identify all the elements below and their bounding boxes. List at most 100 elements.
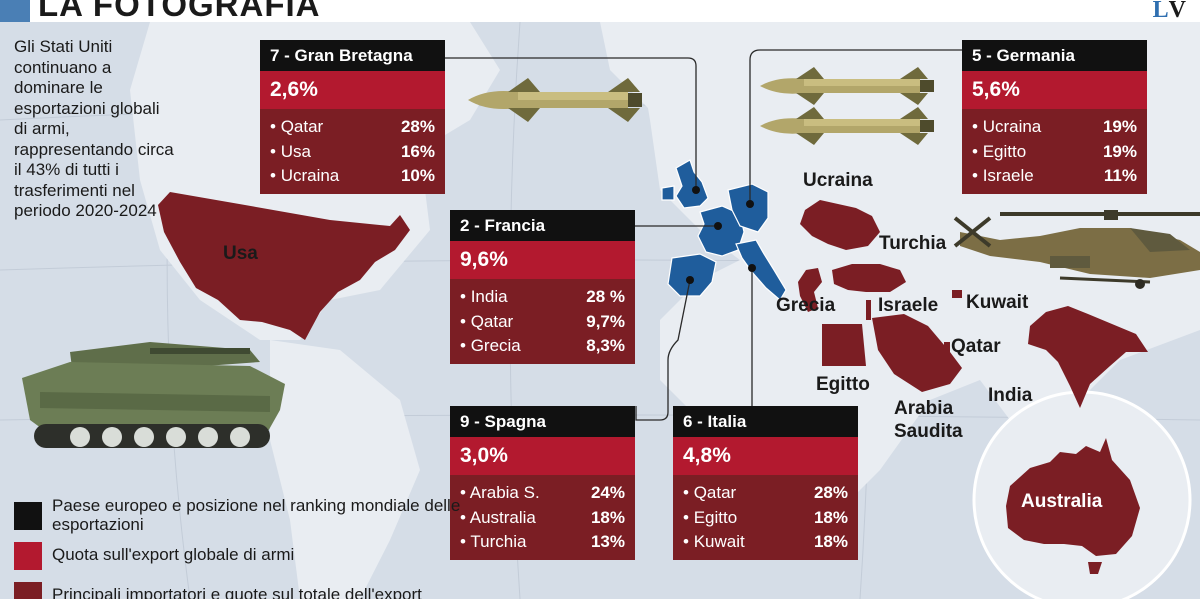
list-item: India 28 %	[460, 285, 625, 310]
card-share-value: 2,6%	[260, 71, 445, 109]
card-rank-header: 9 - Spagna	[450, 406, 635, 437]
importer-name: Qatar	[683, 481, 737, 506]
card-importer-list: Qatar 28% Egitto 18% Kuwait 18%	[673, 475, 858, 560]
importer-share: 8,3%	[586, 336, 625, 355]
list-item: Usa 16%	[270, 140, 435, 165]
label-australia: Australia	[1021, 491, 1103, 512]
importer-name: Turchia	[460, 530, 526, 555]
card-spagna: 9 - Spagna 3,0% Arabia S. 24% Australia 18…	[450, 406, 635, 560]
importer-name: Qatar	[460, 310, 514, 335]
header-bar: LA FOTOGRAFIA LV	[0, 0, 1200, 22]
page-title: LA FOTOGRAFIA	[38, 0, 321, 22]
label-turchia: Turchia	[879, 233, 947, 254]
legend-text-importers: Principali importatori e quote sul total…	[52, 585, 422, 599]
legend-swatch-maroon	[14, 582, 42, 599]
importer-share: 19%	[1102, 141, 1137, 161]
importer-share: 18%	[813, 532, 848, 551]
importer-name: Egitto	[972, 140, 1026, 165]
list-item: Qatar 28%	[270, 115, 435, 140]
importer-share: 10%	[400, 166, 435, 185]
exporter-countries	[661, 159, 787, 301]
importer-countries	[158, 192, 1148, 574]
card-share-value: 9,6%	[450, 241, 635, 279]
legend-row-share: Quota sull'export globale di armi	[14, 536, 494, 576]
importer-name: Australia	[460, 506, 536, 531]
card-share-value: 5,6%	[962, 71, 1147, 109]
leader-lines	[440, 49, 962, 421]
label-ucraina: Ucraina	[803, 170, 873, 191]
card-importer-list: Qatar 28% Usa 16% Ucraina 10%	[260, 109, 445, 194]
label-qatar: Qatar	[951, 336, 1001, 357]
logo-letter-l: L	[1152, 0, 1169, 22]
list-item: Qatar 28%	[683, 481, 848, 506]
list-item: Qatar 9,7%	[460, 310, 625, 335]
card-importer-list: Arabia S. 24% Australia 18% Turchia 13%	[450, 475, 635, 560]
header-accent	[0, 0, 30, 22]
label-usa: Usa	[223, 243, 258, 264]
importer-name: Arabia S.	[460, 481, 540, 506]
missile-icon	[468, 78, 642, 122]
label-india: India	[988, 385, 1033, 406]
legend-text-rank: Paese europeo e posizione nel ranking mo…	[52, 496, 461, 534]
list-item: Arabia S. 24%	[460, 481, 625, 506]
importer-share: 9,7%	[586, 311, 625, 331]
list-item: Egitto 19%	[972, 140, 1137, 165]
legend-row-rank: Paese europeo e posizione nel ranking mo…	[14, 496, 494, 536]
importer-name: Usa	[270, 140, 311, 165]
card-rank-header: 6 - Italia	[673, 406, 858, 437]
legend-row-importers: Principali importatori e quote sul total…	[14, 576, 494, 599]
list-item: Kuwait 18%	[683, 530, 848, 555]
importer-name: Egitto	[683, 506, 737, 531]
label-israele: Israele	[878, 295, 939, 316]
importer-name: Qatar	[270, 115, 324, 140]
importer-share: 24%	[590, 483, 625, 502]
list-item: Ucraina 19%	[972, 115, 1137, 140]
importer-share: 28 %	[586, 287, 625, 306]
card-germania: 5 - Germania 5,6% Ucraina 19% Egitto 19% I…	[962, 40, 1147, 194]
card-rank-header: 7 - Gran Bretagna	[260, 40, 445, 71]
card-share-value: 3,0%	[450, 437, 635, 475]
importer-name: India	[460, 285, 508, 310]
publisher-logo: LV	[1153, 0, 1186, 22]
missile-icon	[760, 67, 934, 145]
card-gran-bretagna: 7 - Gran Bretagna 2,6% Qatar 28% Usa 16% U…	[260, 40, 445, 194]
importer-share: 28%	[400, 117, 435, 136]
importer-share: 11%	[1103, 166, 1137, 185]
intro-text: Gli Stati Uniti continuano a dominare le…	[14, 37, 174, 220]
label-grecia: Grecia	[776, 295, 836, 316]
label-egitto: Egitto	[816, 374, 870, 395]
importer-name: Kuwait	[683, 530, 745, 555]
card-italia: 6 - Italia 4,8% Qatar 28% Egitto 18% Kuwai…	[673, 406, 858, 560]
logo-letter-v: V	[1168, 0, 1186, 22]
importer-name: Israele	[972, 164, 1034, 189]
list-item: Grecia 8,3%	[460, 334, 625, 359]
list-item: Turchia 13%	[460, 530, 625, 555]
importer-share: 16%	[400, 141, 435, 161]
label-kuwait: Kuwait	[966, 292, 1029, 313]
importer-share: 19%	[1102, 117, 1137, 136]
tank-icon	[22, 342, 285, 448]
list-item: Ucraina 10%	[270, 164, 435, 189]
importer-share: 13%	[590, 532, 625, 551]
importer-name: Grecia	[460, 334, 521, 359]
legend-swatch-red	[14, 542, 42, 570]
label-arabia-saudita: Arabia Saudita	[894, 398, 963, 442]
card-importer-list: Ucraina 19% Egitto 19% Israele 11%	[962, 109, 1147, 194]
card-francia: 2 - Francia 9,6% India 28 % Qatar 9,7% Gre…	[450, 210, 635, 364]
card-rank-header: 2 - Francia	[450, 210, 635, 241]
card-rank-header: 5 - Germania	[962, 40, 1147, 71]
legend-text-share: Quota sull'export globale di armi	[52, 545, 295, 564]
importer-share: 28%	[813, 483, 848, 502]
list-item: Australia 18%	[460, 506, 625, 531]
importer-share: 18%	[590, 507, 625, 527]
importer-name: Ucraina	[972, 115, 1042, 140]
card-importer-list: India 28 % Qatar 9,7% Grecia 8,3%	[450, 279, 635, 364]
helicopter-icon	[953, 210, 1200, 289]
legend-swatch-black	[14, 502, 42, 530]
list-item: Egitto 18%	[683, 506, 848, 531]
importer-share: 18%	[813, 507, 848, 527]
card-share-value: 4,8%	[673, 437, 858, 475]
importer-name: Ucraina	[270, 164, 340, 189]
legend: Paese europeo e posizione nel ranking mo…	[14, 496, 494, 599]
list-item: Israele 11%	[972, 164, 1137, 189]
